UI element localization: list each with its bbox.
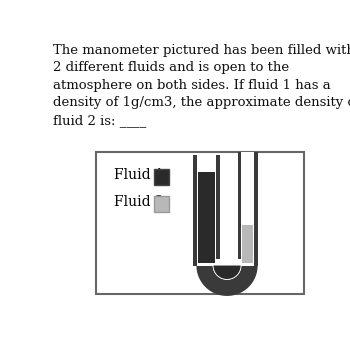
Bar <box>198 172 215 263</box>
Polygon shape <box>196 265 258 296</box>
Bar <box>238 152 258 262</box>
Wedge shape <box>213 265 241 280</box>
Bar <box>197 155 216 262</box>
Bar <box>97 152 304 294</box>
Wedge shape <box>214 265 240 279</box>
Bar <box>154 196 169 212</box>
Bar <box>154 169 169 185</box>
Text: Fluid 2: Fluid 2 <box>113 195 163 210</box>
Bar <box>198 155 215 172</box>
Text: The manometer pictured has been filled with
2 different fluids and is open to th: The manometer pictured has been filled w… <box>53 44 350 127</box>
Text: Fluid 1: Fluid 1 <box>113 168 163 182</box>
Bar <box>197 259 254 265</box>
Bar <box>242 225 253 263</box>
Bar <box>242 152 253 225</box>
Bar <box>193 259 258 265</box>
Bar <box>193 155 220 262</box>
Bar <box>241 152 254 262</box>
